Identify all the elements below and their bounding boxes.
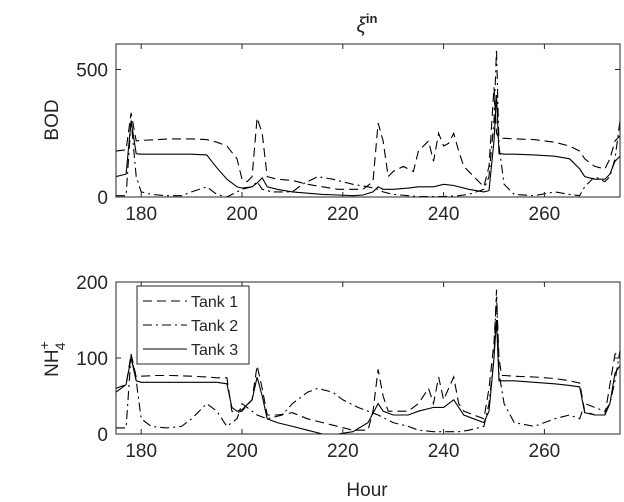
series-group [116, 289, 620, 434]
chart-title: ξin [357, 11, 378, 37]
x-tick-label: 220 [327, 441, 359, 462]
x-tick-label: 200 [226, 204, 258, 225]
legend-box [136, 285, 250, 365]
y-tick-label: 0 [97, 188, 108, 209]
series-line-1 [116, 297, 620, 431]
legend-label-3: Tank 3 [191, 342, 238, 359]
legend-label-1: Tank 1 [191, 294, 238, 311]
series-line-2 [116, 49, 620, 197]
bod-panel: ξin BOD 180 200 220 240 260 0 500 [42, 11, 621, 225]
nh4-ylabel: NH+4 [36, 341, 68, 377]
bod-plot: 180 200 220 240 260 0 500 [76, 43, 621, 225]
x-tick-label: 220 [327, 204, 359, 225]
y-tick-label: 100 [76, 349, 108, 370]
y-tick-label: 500 [76, 61, 108, 82]
y-tick-label: 200 [76, 273, 108, 294]
series-line-1 [116, 87, 620, 190]
x-tick-label: 240 [428, 204, 460, 225]
x-tick-label: 260 [529, 441, 561, 462]
x-tick-label: 260 [529, 204, 561, 225]
series-group [116, 49, 620, 197]
x-tick-label: 180 [125, 204, 157, 225]
series-line-3 [116, 94, 620, 197]
x-tick-label: 240 [428, 441, 460, 462]
nh4-plot: 180 200 220 240 260 0 100 200 [76, 273, 621, 462]
x-tick-label: 200 [226, 441, 258, 462]
legend: Tank 1 Tank 2 Tank 3 [136, 285, 250, 365]
series-line-3 [116, 319, 620, 434]
y-tick-label: 0 [97, 425, 108, 446]
x-tick-label: 180 [125, 441, 157, 462]
x-axis-label: Hour [346, 480, 388, 501]
bod-ylabel: BOD [42, 99, 63, 140]
axes-box [115, 43, 621, 198]
legend-label-2: Tank 2 [191, 318, 238, 335]
